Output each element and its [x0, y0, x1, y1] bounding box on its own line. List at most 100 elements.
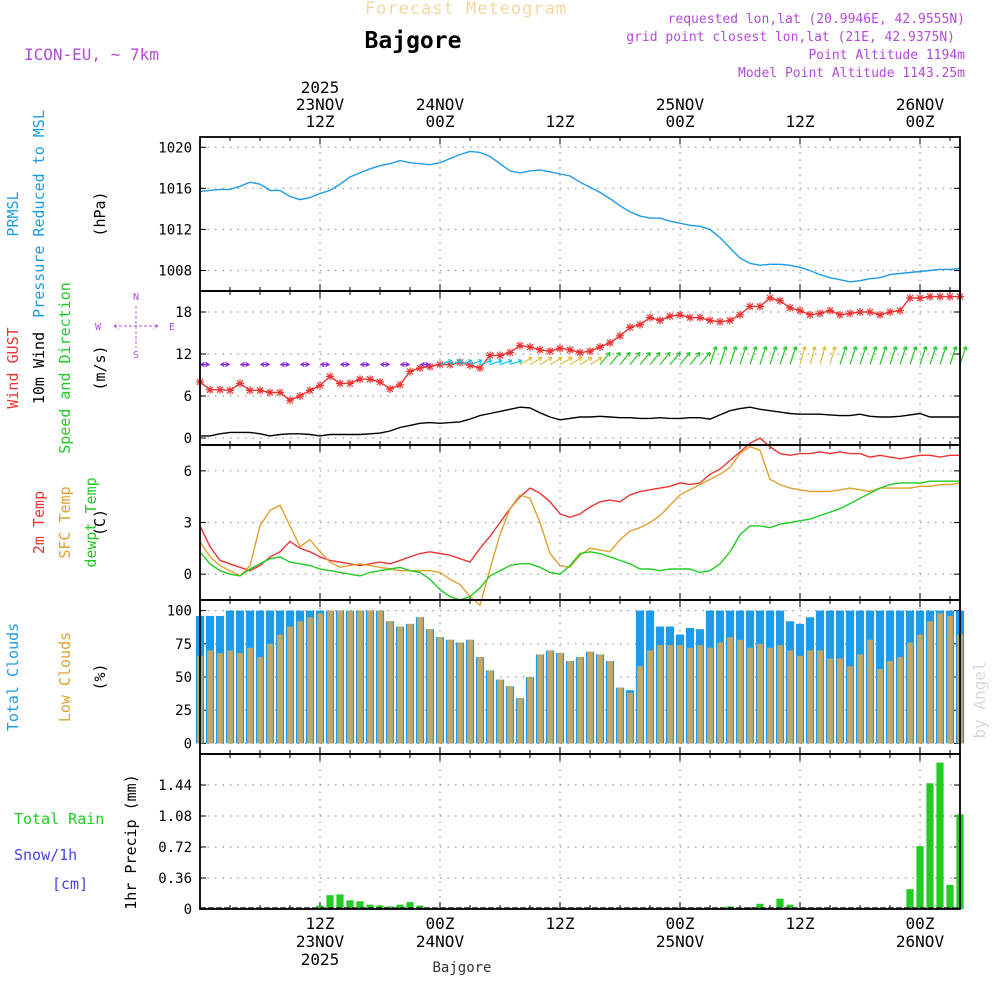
- bar-total-rain: [406, 902, 414, 909]
- gust-marker: [736, 310, 744, 319]
- wind-arrow-head: [507, 359, 513, 364]
- wind-arrow: [459, 359, 473, 366]
- bar-low-clouds: [757, 643, 763, 744]
- gust-marker: [206, 385, 214, 394]
- bar-low-clouds: [307, 617, 313, 744]
- bar-low-clouds: [537, 654, 543, 744]
- y-tick-label: 0: [184, 902, 192, 918]
- time-bottom-year: 2025: [301, 950, 340, 969]
- gust-marker: [536, 345, 544, 354]
- time-bottom-hour: 12Z: [546, 914, 575, 933]
- gust-marker: [746, 302, 754, 311]
- bar-total-rain: [906, 889, 914, 909]
- bar-total-rain: [946, 884, 954, 909]
- wind-arrow-head: [260, 361, 265, 368]
- wind-arrow: [529, 356, 543, 366]
- line-10m-wind: [200, 406, 960, 437]
- snow-unit-label: [cm]: [52, 875, 88, 893]
- bar-low-clouds: [657, 645, 663, 744]
- y-tick-label: 1012: [158, 222, 192, 238]
- gust-marker: [856, 308, 864, 316]
- wind-arrow: [929, 346, 937, 365]
- bar-total-rain: [346, 900, 354, 909]
- bar-low-clouds: [247, 647, 253, 744]
- gust-marker: [916, 294, 924, 302]
- time-bottom-hour: 12Z: [786, 914, 815, 933]
- gust-marker: [316, 381, 324, 390]
- gust-marker: [516, 341, 524, 350]
- bar-low-clouds: [257, 657, 263, 744]
- product-title: Forecast Meteogram: [365, 0, 567, 19]
- bar-low-clouds: [627, 692, 633, 744]
- wind-arrow: [539, 356, 553, 366]
- y-tick-label: 3: [184, 516, 192, 532]
- gust-marker: [656, 316, 664, 325]
- wind-arrow-head: [722, 346, 728, 351]
- gust-marker: [256, 386, 264, 395]
- gust-marker: [296, 392, 304, 400]
- bar-low-clouds: [847, 666, 853, 744]
- wind-arrow-head: [872, 346, 878, 351]
- bar-low-clouds: [717, 642, 723, 744]
- bar-low-clouds: [217, 653, 223, 744]
- gust-marker: [216, 385, 224, 394]
- line-prmsl: [199, 150, 961, 283]
- time-top-hour: 00Z: [906, 112, 935, 131]
- bar-low-clouds: [637, 666, 643, 744]
- bar-low-clouds: [227, 650, 233, 744]
- watermark: by Angel: [970, 661, 989, 738]
- gust-marker: [596, 343, 604, 351]
- wind-arrow-head: [772, 346, 778, 351]
- y-tick-label: 1.44: [158, 778, 192, 794]
- wind-arrow-head: [547, 356, 553, 362]
- wind-arrow-head: [852, 346, 858, 351]
- wind-arrow: [449, 359, 463, 366]
- wind-arrow-head: [616, 351, 621, 357]
- bar-low-clouds: [897, 657, 903, 744]
- bar-total-rain: [396, 904, 404, 909]
- panel-3: 0 3 6 2m Temp SFC Temp dewpt Temp(C): [30, 437, 961, 607]
- time-bottom-date: 26NOV: [896, 932, 945, 951]
- y-tick-label: 6: [184, 389, 192, 405]
- wind-arrow: [559, 356, 573, 366]
- wind-arrow: [739, 346, 747, 365]
- y-tick-label: 0: [184, 567, 192, 583]
- wind-arrow: [839, 346, 847, 365]
- bar-total-rain: [936, 762, 944, 909]
- gust-marker: [686, 313, 694, 322]
- bar-low-clouds: [477, 657, 483, 744]
- gust-marker: [936, 292, 944, 301]
- time-bottom-date: 23NOV: [296, 932, 345, 951]
- time-top-date: 23NOV: [296, 95, 345, 114]
- unit-label: (C): [91, 509, 109, 536]
- wind-arrow-head: [792, 346, 798, 351]
- unit-label: 1hr Precip (mm): [122, 774, 140, 909]
- wind-arrow-head: [497, 359, 503, 364]
- wind-arrow-head: [752, 346, 758, 351]
- wind-arrow: [869, 346, 877, 365]
- gust-marker: [766, 294, 774, 302]
- gust-marker: [806, 310, 814, 319]
- wind-arrow-head: [821, 346, 827, 351]
- wind-arrow: [949, 346, 957, 365]
- panel-label: Wind GUST: [4, 327, 22, 408]
- wind-arrow-head: [567, 356, 573, 362]
- compass-w: W: [95, 322, 102, 333]
- y-tick-label: 1020: [158, 140, 192, 156]
- wind-arrow: [489, 359, 503, 366]
- y-tick-label: 0.36: [158, 871, 192, 887]
- wind-arrow: [719, 346, 727, 365]
- bar-low-clouds: [817, 650, 823, 744]
- gust-marker: [486, 351, 494, 360]
- wind-arrow-head: [360, 361, 365, 368]
- gust-marker: [796, 306, 804, 315]
- time-top-date: 24NOV: [416, 95, 465, 114]
- gust-marker: [506, 348, 514, 357]
- wind-arrow: [769, 346, 777, 365]
- wind-arrow: [679, 352, 691, 365]
- bar-low-clouds: [267, 643, 273, 744]
- bar-total-rain: [756, 903, 764, 909]
- wind-arrow: [629, 352, 641, 365]
- panel-4: 0 25 50 75 100 Total Clouds Low Clouds (%): [4, 599, 965, 755]
- gust-marker: [586, 347, 594, 356]
